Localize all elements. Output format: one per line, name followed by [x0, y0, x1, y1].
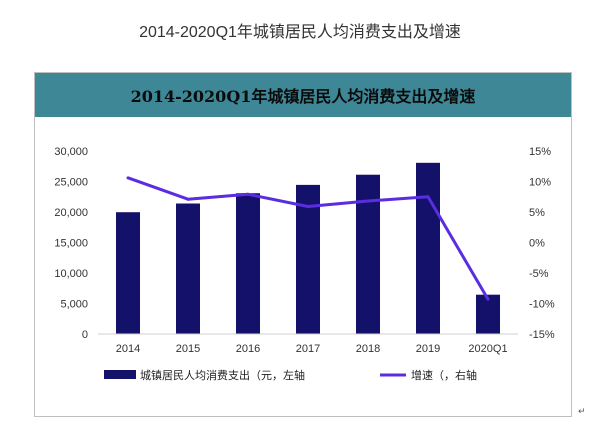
x-tick-label: 2014 — [116, 343, 140, 355]
x-tick-label: 2016 — [236, 343, 260, 355]
y-right-tick-label: 0% — [529, 238, 545, 250]
line-layer — [126, 176, 490, 301]
bar-2019 — [416, 162, 440, 334]
legend-line-label: 增速（，右轴 — [411, 368, 477, 382]
y-left-tick-label: 30,000 — [54, 146, 88, 158]
y-right-tick-label: 15% — [529, 146, 551, 158]
bar-2014 — [116, 212, 140, 334]
growth-point-2015 — [186, 197, 190, 201]
legend: 城镇居民人均消费支出（元，左轴 增速（，右轴 — [104, 368, 477, 382]
y-left-tick-label: 15,000 — [54, 238, 88, 250]
paragraph-marker: ↵ — [578, 406, 586, 416]
growth-point-2014 — [126, 176, 130, 180]
y-axis-left: 30,000 25,000 20,000 15,000 10,000 5,000 0 — [54, 146, 88, 341]
bars-layer — [116, 162, 500, 334]
legend-bar-swatch — [104, 370, 136, 379]
y-left-tick-label: 5,000 — [60, 299, 88, 311]
legend-bar-label: 城镇居民人均消费支出（元，左轴 — [140, 368, 305, 382]
x-tick-label: 2015 — [176, 343, 200, 355]
x-tick-label: 2019 — [416, 343, 440, 355]
y-left-tick-label: 20,000 — [54, 207, 88, 219]
x-tick-label: 2020Q1 — [468, 343, 507, 355]
bar-2016 — [236, 193, 260, 334]
y-left-tick-label: 10,000 — [54, 268, 88, 280]
y-right-tick-label: 10% — [529, 177, 551, 189]
x-axis: 2014 2015 2016 2017 2018 2019 2020Q1 — [98, 333, 518, 355]
y-right-tick-label: -5% — [529, 268, 549, 280]
y-left-tick-label: 0 — [82, 329, 88, 341]
chart-header: 2014-2020Q1年城镇居民人均消费支出及增速 — [35, 73, 571, 117]
y-right-tick-label: -10% — [529, 299, 555, 311]
x-tick-label: 2017 — [296, 343, 320, 355]
growth-point-2019 — [426, 195, 430, 199]
bar-2015 — [176, 203, 200, 334]
chart-title: 2014-2020Q1年城镇居民人均消费支出及增速 — [130, 87, 476, 106]
y-right-tick-label: -15% — [529, 329, 555, 341]
bar-2017 — [296, 184, 320, 334]
growth-point-2020Q1 — [486, 297, 490, 301]
y-left-tick-label: 25,000 — [54, 177, 88, 189]
y-axis-right: 15% 10% 5% 0% -5% -10% -15% — [529, 146, 555, 341]
bar-2018 — [356, 174, 380, 334]
growth-point-2018 — [366, 199, 370, 203]
page-title: 2014-2020Q1年城镇居民人均消费支出及增速 — [139, 24, 461, 41]
x-tick-label: 2018 — [356, 343, 380, 355]
y-right-tick-label: 5% — [529, 207, 545, 219]
growth-point-2017 — [306, 205, 310, 209]
growth-point-2016 — [246, 192, 250, 196]
bar-2020Q1 — [476, 294, 500, 334]
